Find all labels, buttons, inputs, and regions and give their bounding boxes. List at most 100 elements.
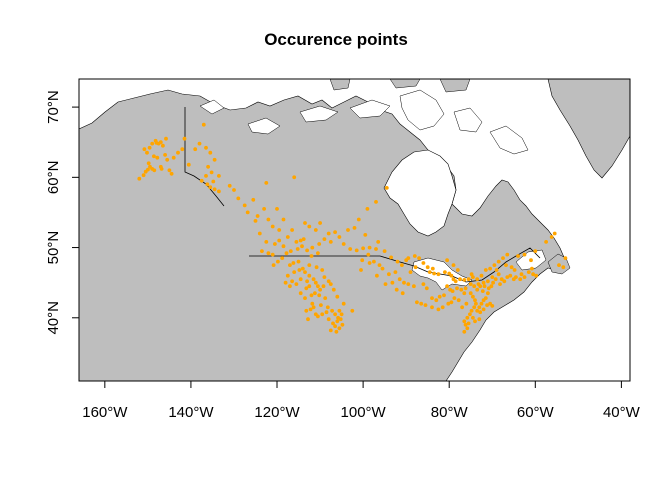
occurrence-point: [264, 240, 269, 244]
occurrence-point: [321, 284, 326, 289]
occurrence-point: [209, 170, 214, 175]
occurrence-point: [552, 231, 557, 236]
occurrence-point: [498, 282, 502, 286]
occurrence-point: [143, 169, 148, 174]
occurrence-point: [307, 284, 312, 289]
map-layer: [79, 79, 630, 381]
occurrence-point: [208, 150, 213, 155]
occurrence-point: [374, 247, 378, 251]
occurrence-point: [504, 263, 508, 267]
arctic-water-4: [453, 107, 483, 133]
occurrence-point: [417, 256, 421, 260]
occurrence-point: [333, 324, 337, 329]
y-tick-label: 70°N: [45, 90, 62, 124]
x-tick-label: 140°W: [168, 404, 214, 421]
occurrence-point: [217, 189, 221, 194]
occurrence-point: [531, 272, 535, 277]
occurrence-point: [310, 245, 315, 250]
occurrence-point: [147, 145, 152, 150]
occurrence-point: [464, 301, 469, 306]
occurrence-point: [473, 319, 477, 324]
occurrence-point: [471, 294, 475, 299]
occurrence-point: [492, 263, 497, 267]
occurrence-point: [308, 307, 313, 312]
occurrence-point: [434, 298, 439, 303]
occurrence-point: [197, 141, 202, 146]
occurrence-point: [334, 329, 339, 334]
occurrence-point: [394, 287, 399, 292]
occurrence-point: [273, 242, 277, 246]
occurrence-point: [463, 322, 468, 327]
occurrence-point: [450, 289, 455, 293]
occurrence-point: [152, 168, 157, 173]
occurrence-point: [436, 272, 441, 277]
occurrence-point: [212, 187, 217, 192]
y-tick-label: 50°N: [45, 231, 62, 265]
occurrence-point: [383, 282, 388, 286]
occurrence-point: [205, 182, 210, 187]
occurrence-point: [445, 284, 449, 289]
occurrence-point: [292, 270, 297, 274]
occurrence-point: [137, 176, 142, 181]
occurrence-point: [317, 293, 322, 298]
occurrence-point: [462, 278, 467, 282]
occurrence-point: [257, 231, 262, 236]
occurrence-point: [290, 279, 294, 284]
occurrence-point: [193, 147, 198, 152]
occurrence-point: [199, 178, 204, 183]
occurrence-point: [412, 284, 416, 289]
occurrence-point: [145, 150, 149, 155]
occurrence-point: [496, 259, 501, 264]
occurrence-point: [292, 175, 297, 180]
occurrence-point: [496, 272, 501, 277]
occurrence-point: [322, 275, 327, 279]
occurrence-point: [291, 261, 296, 265]
occurrence-point: [320, 312, 325, 317]
occurrence-point: [482, 284, 487, 289]
occurrence-point: [372, 259, 376, 264]
occurrence-point: [471, 315, 475, 320]
arctic-water-1: [299, 105, 339, 123]
occurrence-points: [137, 122, 568, 334]
occurrence-point: [377, 263, 382, 267]
occurrence-point: [384, 186, 389, 190]
occurrence-point: [303, 270, 307, 274]
occurrence-point: [236, 196, 241, 201]
occurrence-point: [462, 291, 467, 296]
occurrence-point: [296, 259, 301, 264]
occurrence-point: [281, 244, 286, 249]
occurrence-point: [516, 254, 520, 258]
occurrence-point: [331, 321, 335, 326]
occurrence-point: [493, 277, 498, 282]
occurrence-point: [255, 214, 260, 218]
y-axis: 40°N 50°N 60°N 70°N: [45, 90, 80, 335]
occurrence-point: [456, 298, 461, 303]
occurrence-point: [374, 200, 378, 204]
occurrence-point: [350, 308, 355, 313]
occurrence-point: [158, 140, 163, 145]
occurrence-point: [276, 259, 280, 264]
occurrence-point: [468, 282, 473, 286]
occurrence-point: [330, 308, 334, 313]
occurrence-point: [480, 289, 485, 293]
x-tick-label: 160°W: [82, 404, 128, 421]
occurrence-point: [298, 291, 303, 296]
occurrence-point: [365, 207, 370, 211]
occurrence-point: [421, 261, 426, 265]
occurrence-point: [413, 265, 418, 270]
occurrence-point: [328, 240, 333, 244]
occurrence-point: [176, 150, 180, 155]
x-tick-label: 120°W: [254, 404, 300, 421]
occurrence-point: [155, 155, 160, 160]
occurrence-point: [314, 265, 319, 270]
occurrence-point: [262, 207, 266, 211]
occurrence-point: [337, 235, 342, 239]
occurrence-point: [446, 301, 451, 306]
occurrence-point: [499, 277, 504, 282]
arctic-water-5: [489, 125, 529, 155]
occurrence-point: [280, 256, 285, 260]
occurrence-point: [466, 277, 471, 282]
occurrence-point: [501, 256, 505, 260]
occurrence-point: [266, 251, 271, 256]
occurrence-point: [483, 296, 488, 300]
